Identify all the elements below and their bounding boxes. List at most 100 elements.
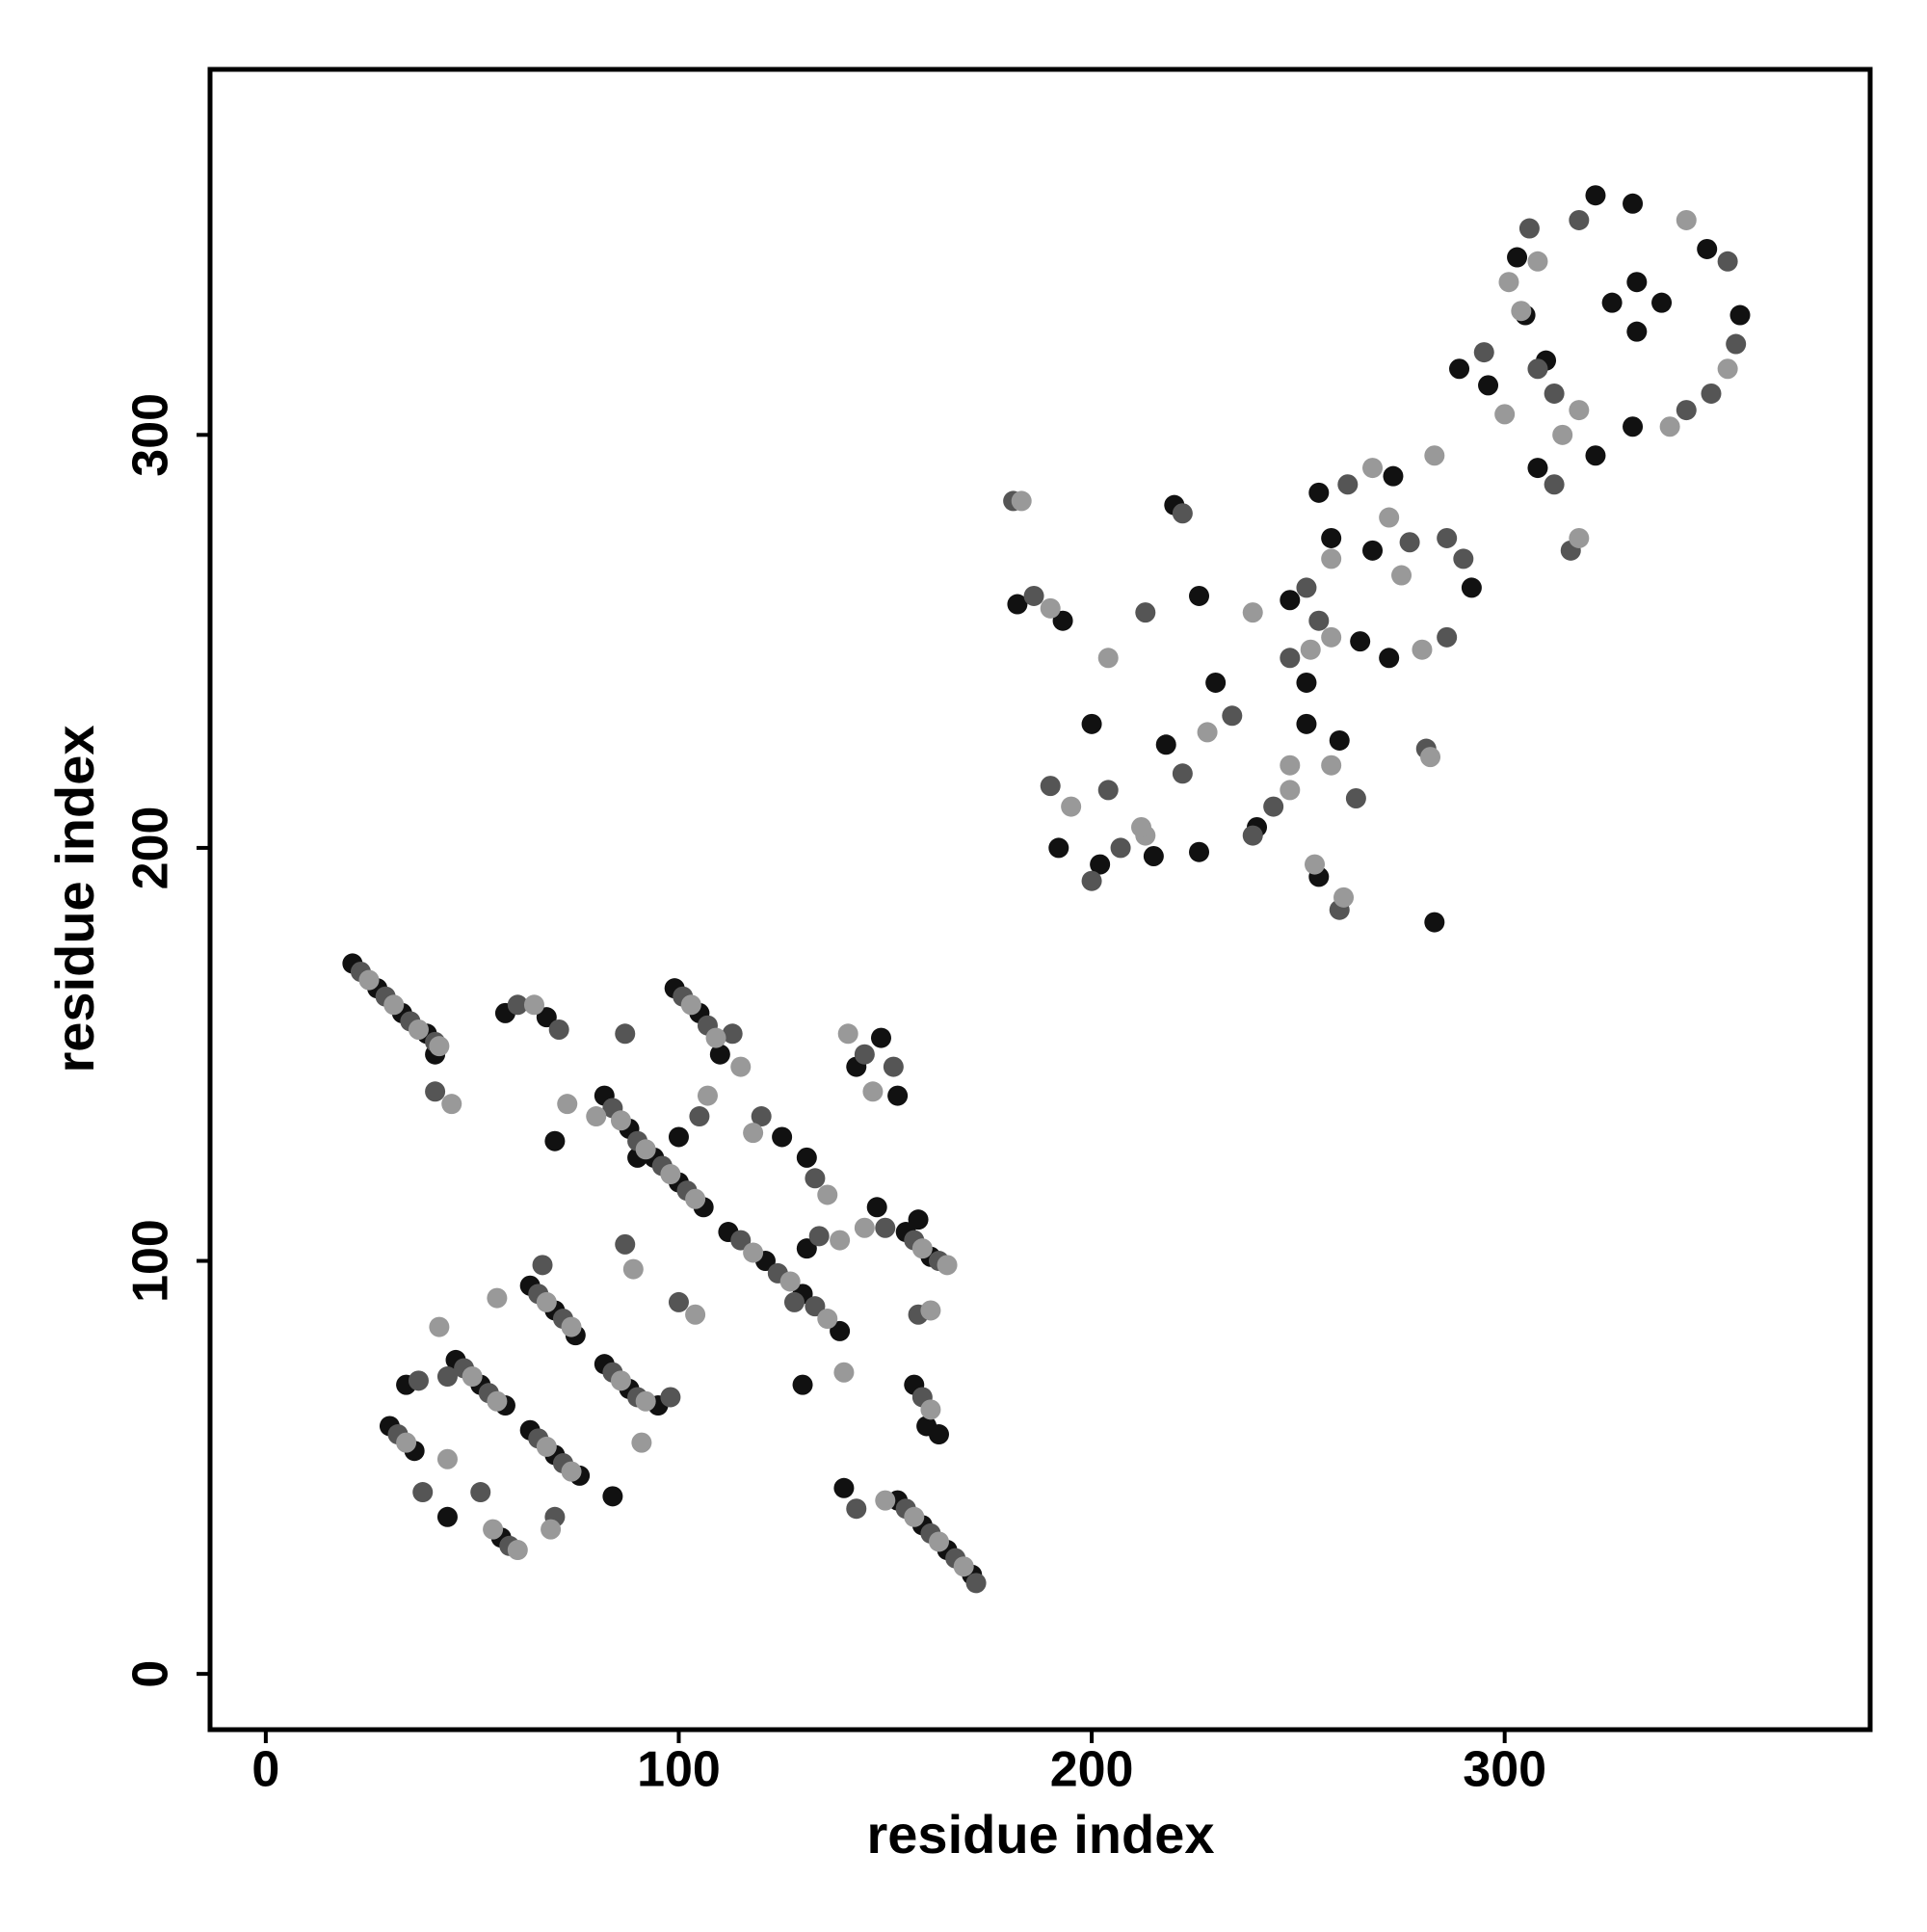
point [1518, 218, 1540, 239]
point [1280, 780, 1301, 801]
point [928, 1531, 949, 1552]
point [615, 1233, 636, 1255]
point [1461, 577, 1482, 598]
point [383, 994, 405, 1016]
point [1090, 854, 1111, 875]
point [487, 1287, 508, 1309]
point [1300, 639, 1321, 660]
point [709, 1044, 730, 1065]
point [1527, 358, 1548, 380]
point [1379, 648, 1400, 669]
point [615, 1023, 636, 1045]
point [846, 1498, 867, 1520]
point [536, 1291, 557, 1312]
point [953, 1556, 974, 1577]
point [1717, 358, 1738, 380]
point [602, 1486, 623, 1507]
point [1189, 585, 1210, 606]
point [1321, 626, 1342, 648]
point [1424, 912, 1445, 933]
point [1420, 747, 1441, 768]
point [1172, 763, 1193, 784]
x-tick-label: 0 [251, 1742, 279, 1798]
point [1552, 424, 1573, 445]
point [1143, 845, 1164, 866]
point [1305, 854, 1326, 875]
point [705, 1027, 726, 1048]
point [429, 1316, 450, 1337]
point [1263, 796, 1284, 817]
point [429, 1036, 450, 1057]
point [507, 994, 528, 1016]
point [743, 1123, 764, 1144]
point [1449, 358, 1470, 380]
point [1097, 780, 1119, 801]
point [1131, 816, 1152, 837]
point [1676, 209, 1697, 230]
x-tick-label: 200 [1050, 1742, 1134, 1798]
point [937, 1255, 958, 1276]
point [1135, 602, 1156, 623]
point [722, 1023, 743, 1045]
point [1308, 482, 1330, 503]
point [668, 1291, 689, 1312]
point [883, 1056, 904, 1077]
point [1626, 272, 1648, 293]
point [1242, 602, 1263, 623]
point [425, 1081, 446, 1102]
point [870, 1027, 891, 1048]
point [837, 1023, 858, 1045]
point [830, 1320, 851, 1341]
point [610, 1370, 631, 1391]
point [1701, 383, 1722, 404]
point [536, 1007, 557, 1028]
y-tick-label: 200 [123, 807, 179, 890]
point [830, 1230, 851, 1251]
point [1308, 610, 1330, 631]
point [796, 1147, 817, 1168]
point [1321, 527, 1342, 548]
point [680, 994, 701, 1016]
point [730, 1056, 752, 1077]
point [1189, 841, 1210, 862]
point [561, 1316, 582, 1337]
point [1280, 648, 1301, 669]
point [862, 1081, 884, 1102]
point [751, 1106, 772, 1127]
point [1023, 585, 1044, 606]
point [833, 1362, 855, 1383]
point [1296, 672, 1317, 693]
point [1544, 474, 1565, 495]
point [631, 1432, 652, 1453]
point [660, 1387, 681, 1408]
point [1585, 185, 1606, 206]
x-tick-label: 300 [1463, 1742, 1546, 1798]
point [462, 1366, 483, 1388]
point [808, 1226, 830, 1247]
point [928, 1424, 949, 1445]
point [1651, 292, 1673, 313]
point [436, 1366, 458, 1388]
point [436, 1448, 458, 1469]
point [441, 1094, 462, 1115]
point [1052, 610, 1073, 631]
point [1379, 507, 1400, 528]
point [536, 1436, 557, 1457]
point [1061, 796, 1082, 817]
point [1007, 594, 1028, 615]
point [507, 1540, 528, 1561]
point [1498, 272, 1519, 293]
x-axis-title: residue index [866, 1804, 1214, 1865]
point [1155, 734, 1176, 755]
point [396, 1432, 417, 1453]
point [1321, 754, 1342, 776]
point [408, 1019, 429, 1041]
point [875, 1490, 896, 1511]
point [792, 1374, 813, 1395]
point [523, 994, 544, 1016]
point [1729, 304, 1751, 326]
point [1048, 837, 1069, 859]
point [1172, 503, 1193, 524]
x-tick-label: 100 [637, 1742, 721, 1798]
